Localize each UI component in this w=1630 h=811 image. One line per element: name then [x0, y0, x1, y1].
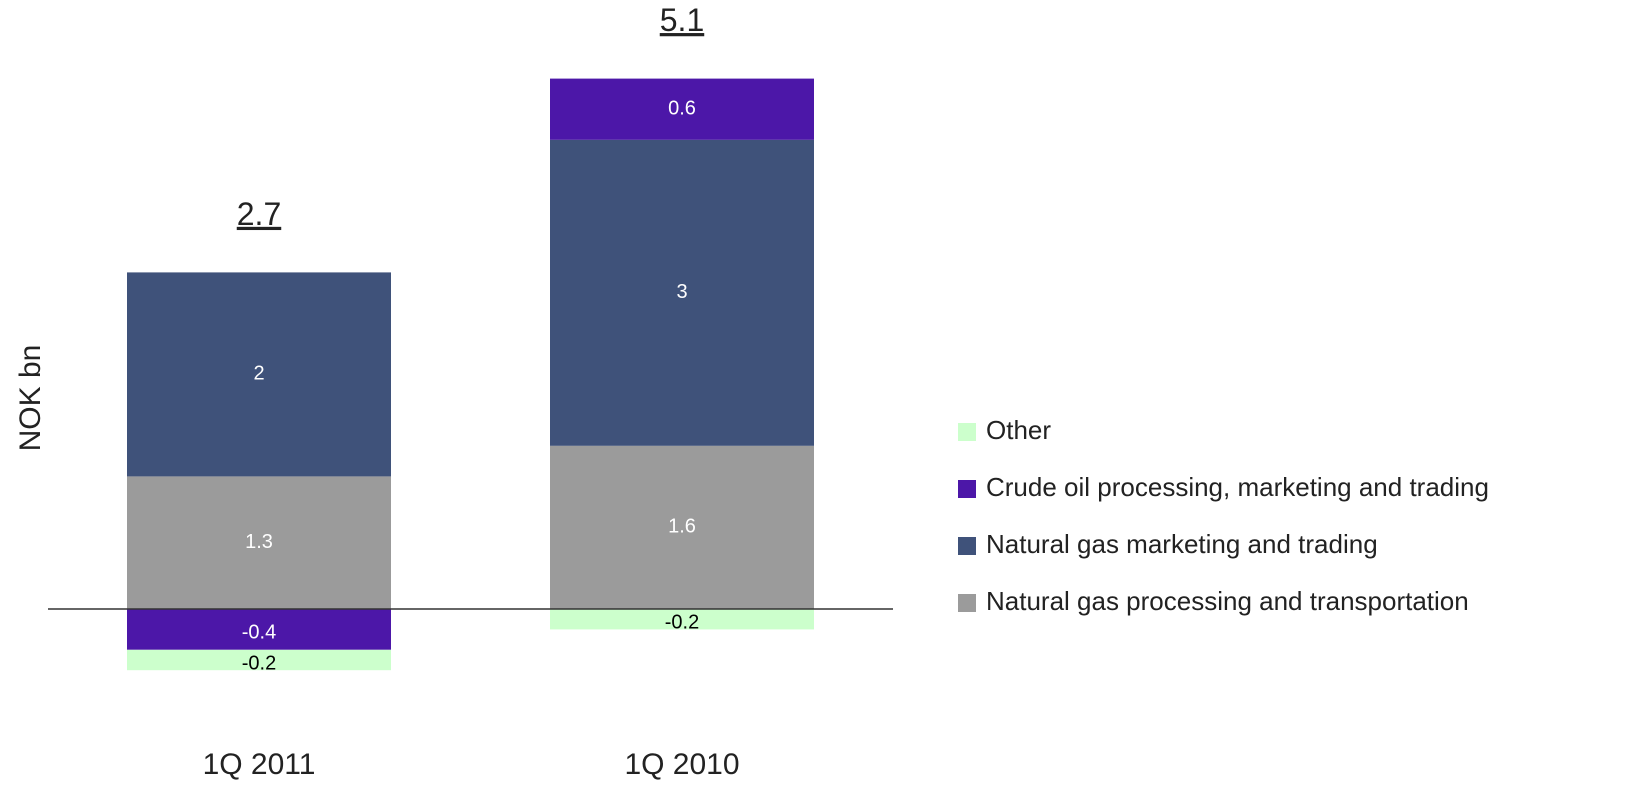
bar-segment [127, 609, 391, 650]
total-label: 5.1 [660, 2, 704, 38]
value-label: -0.2 [242, 652, 276, 674]
value-label: 3 [676, 281, 687, 303]
bar-segment [550, 609, 814, 630]
bar-segment [127, 476, 391, 609]
value-label: 1.3 [245, 531, 273, 553]
value-label: 2 [253, 363, 264, 385]
legend-label: Crude oil processing, marketing and trad… [986, 472, 1489, 502]
bar-segment [127, 649, 391, 671]
bar-segment [127, 272, 391, 477]
legend-swatch [958, 594, 976, 612]
bar-segment [550, 139, 814, 446]
legend-label: Natural gas marketing and trading [986, 529, 1378, 559]
value-label: 0.6 [668, 97, 696, 119]
legend-swatch [958, 423, 976, 441]
bar-segment [550, 78, 814, 140]
x-tick-label: 1Q 2011 [203, 748, 316, 781]
value-label: 1.6 [668, 516, 696, 538]
bar-segment [550, 445, 814, 609]
y-axis-label: NOK bn [14, 345, 47, 452]
value-label: -0.2 [665, 611, 699, 633]
value-label: -0.4 [242, 622, 276, 644]
x-tick-label: 1Q 2010 [624, 748, 739, 781]
legend-label: Natural gas processing and transportatio… [986, 586, 1469, 616]
legend-swatch [958, 480, 976, 498]
legend-label: Other [986, 415, 1051, 445]
legend-swatch [958, 537, 976, 555]
total-label: 2.7 [237, 196, 281, 232]
